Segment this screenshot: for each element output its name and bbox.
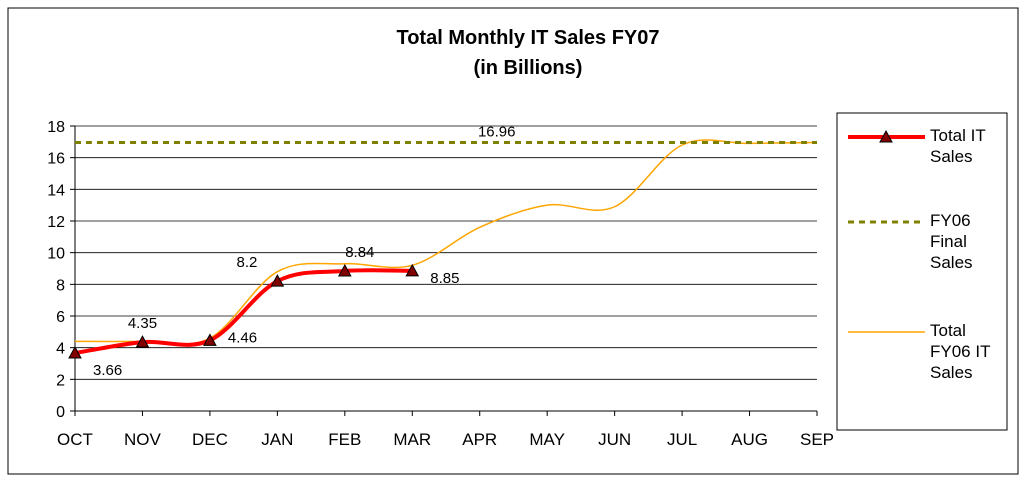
x-tick-label: DEC (192, 430, 228, 449)
data-label: 4.35 (128, 315, 157, 332)
x-tick-label: JAN (261, 430, 293, 449)
y-tick-label: 0 (56, 404, 65, 421)
x-tick-label: NOV (124, 430, 162, 449)
y-tick-label: 4 (56, 341, 65, 358)
y-tick-label: 8 (56, 277, 65, 294)
legend-label: Total FY06 IT Sales (930, 321, 991, 382)
y-tick-label: 16 (47, 151, 65, 168)
legend-box (836, 112, 1008, 431)
x-tick-label: MAR (393, 430, 431, 449)
point-marker (68, 346, 82, 359)
y-tick-label: 12 (47, 214, 65, 231)
point-marker (337, 263, 352, 277)
x-tick-label: AUG (731, 430, 768, 449)
y-tick-label: 6 (56, 309, 65, 326)
series-line (74, 268, 413, 356)
x-tick-label: MAY (529, 430, 565, 449)
point-marker (405, 263, 420, 277)
point-marker (270, 274, 285, 287)
y-tick-label: 18 (47, 119, 65, 136)
data-label: 8.2 (237, 254, 258, 271)
data-label: 3.66 (93, 362, 122, 379)
legend-label: Total IT Sales (930, 126, 986, 166)
y-tick-label: 14 (47, 182, 65, 199)
x-tick-label: FEB (328, 430, 361, 449)
x-tick-label: SEP (800, 430, 834, 449)
legend-label: FY06 Final Sales (930, 211, 973, 272)
data-label: 8.85 (430, 270, 459, 287)
data-label: 16.96 (478, 123, 516, 140)
x-tick-label: JUL (667, 430, 697, 449)
chart-title: Total Monthly IT Sales FY07 (396, 27, 659, 49)
data-label: 4.46 (228, 329, 257, 346)
chart-subtitle: (in Billions) (474, 57, 583, 79)
legend-marker (879, 129, 893, 143)
x-tick-label: OCT (57, 430, 93, 449)
x-tick-label: APR (462, 430, 497, 449)
point-marker (203, 333, 217, 346)
x-tick-label: JUN (598, 430, 631, 449)
point-marker (135, 335, 150, 348)
data-label: 8.84 (345, 244, 374, 261)
y-tick-label: 10 (47, 246, 65, 263)
y-tick-label: 2 (56, 372, 65, 389)
